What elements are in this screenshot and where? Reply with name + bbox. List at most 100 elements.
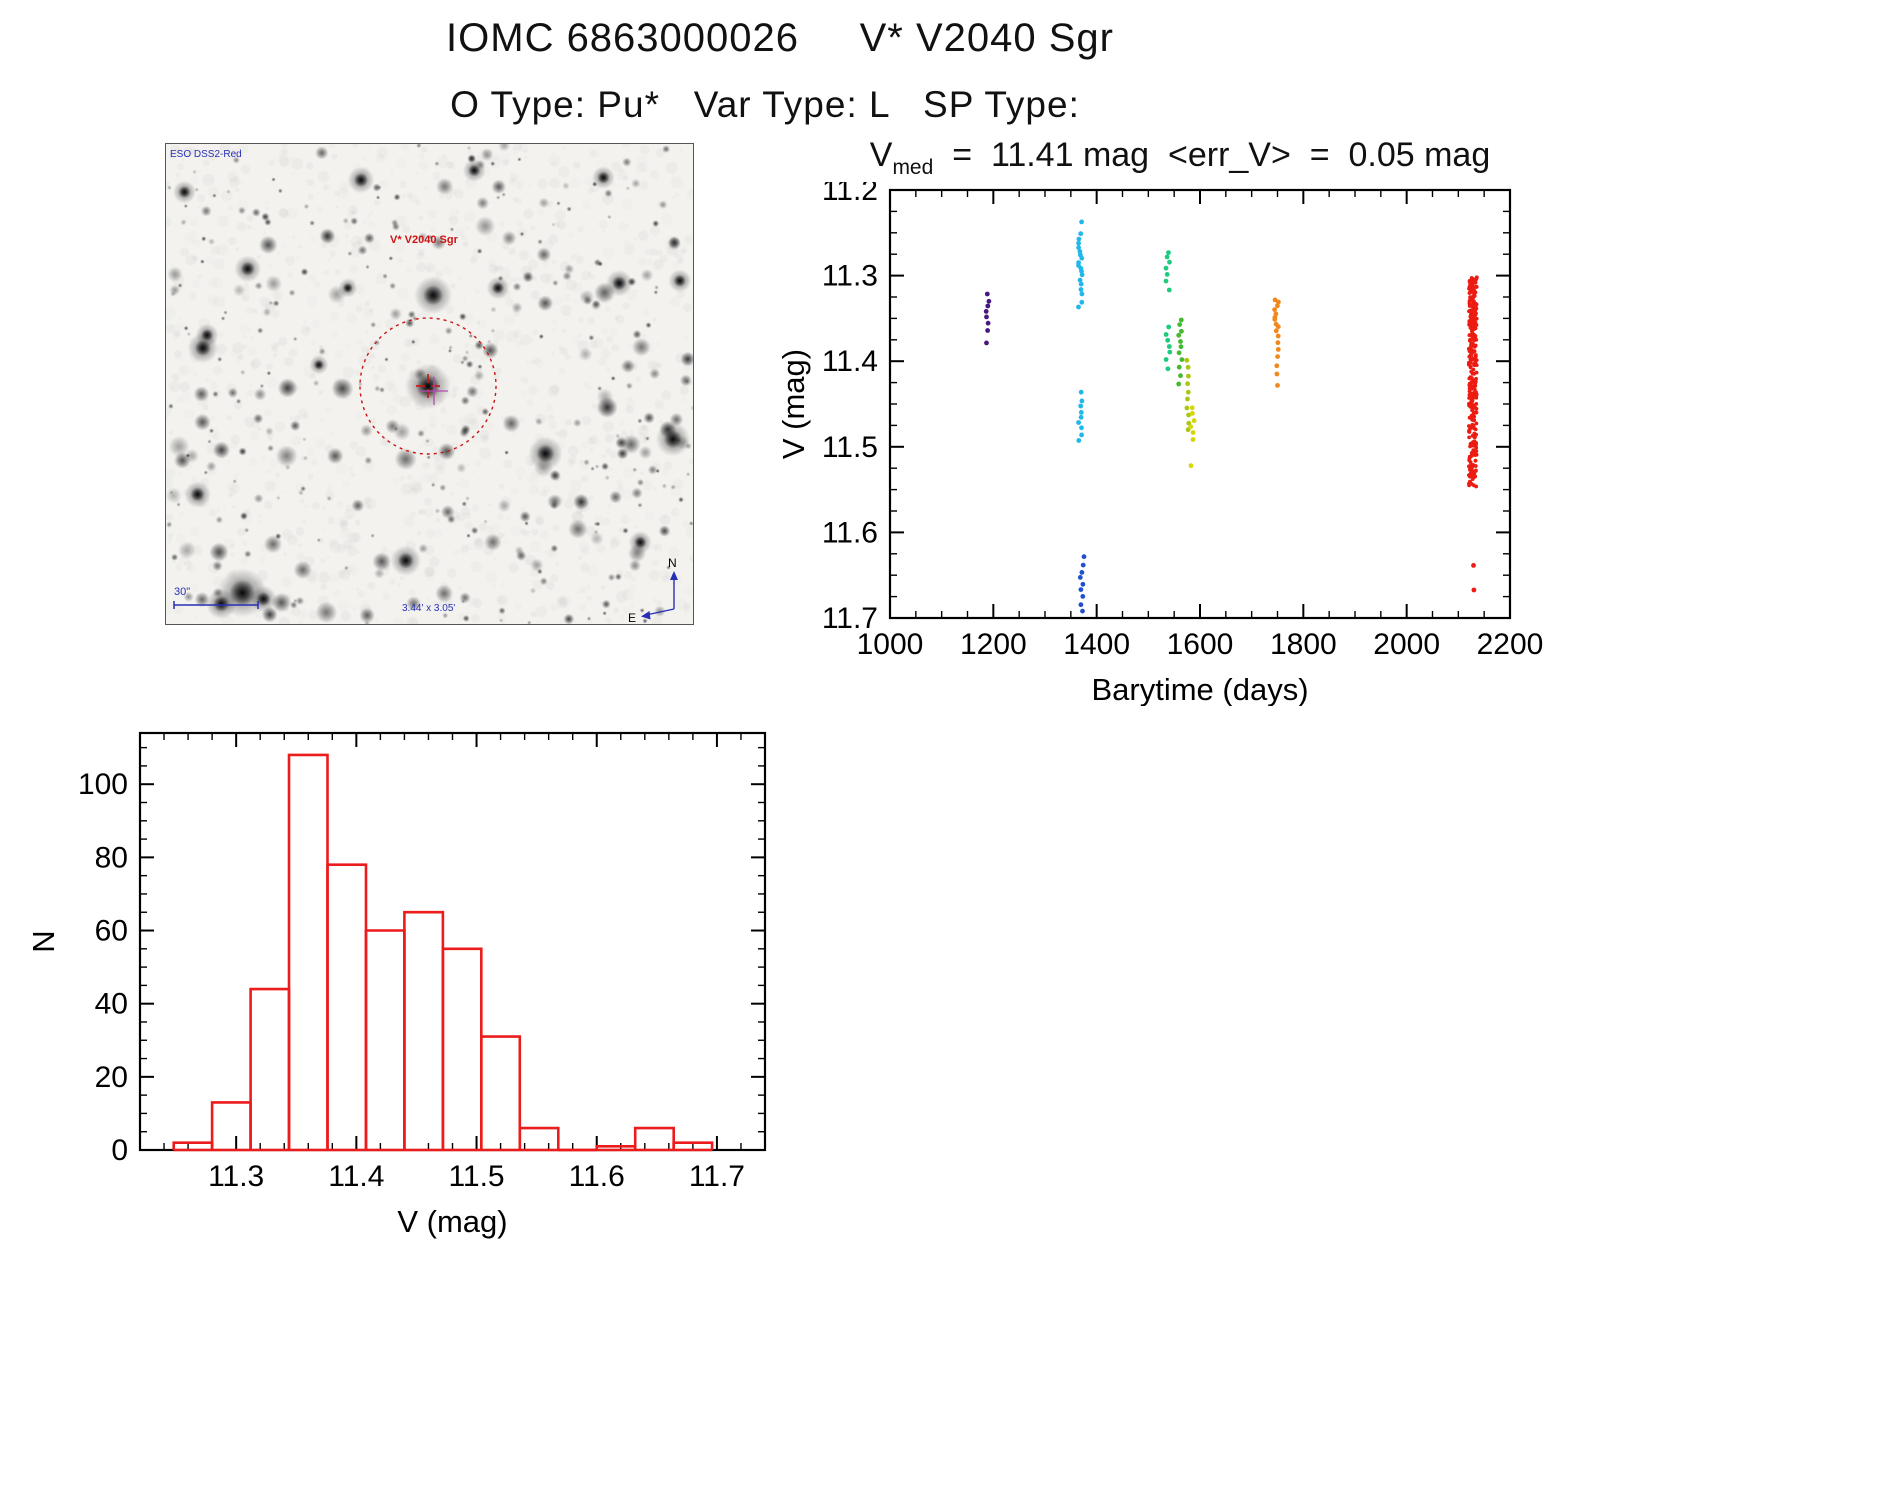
starfield-canvas <box>166 144 693 624</box>
data-point <box>1179 328 1184 334</box>
data-point <box>1467 376 1472 381</box>
data-point <box>1470 386 1475 391</box>
y-tick-label: 11.2 <box>822 182 878 207</box>
data-point <box>984 314 989 320</box>
data-point <box>1472 475 1476 480</box>
x-tick-label: 11.5 <box>448 1160 504 1193</box>
y-tick-label: 11.7 <box>822 602 878 635</box>
data-point <box>1467 435 1471 440</box>
x-tick-label: 2200 <box>1477 628 1544 661</box>
data-point <box>1468 314 1473 319</box>
data-point <box>1471 350 1475 354</box>
histogram-bar <box>326 863 368 1150</box>
data-point <box>1080 562 1086 568</box>
histogram-bar <box>480 1035 522 1150</box>
histogram-panel: 11.3 11.4 11.5 11.6 11.7 0 20 40 60 80 100 V (mag) N <box>10 722 820 1294</box>
data-point <box>1272 307 1277 312</box>
data-point <box>1471 367 1476 372</box>
data-point <box>1185 396 1190 402</box>
data-point <box>1176 350 1182 356</box>
x-tick-label: 11.3 <box>208 1160 264 1193</box>
field-of-view-label: 3.44' x 3.05' <box>402 603 456 614</box>
data-point <box>1474 392 1479 397</box>
data-point <box>1275 303 1280 309</box>
data-point <box>1166 324 1172 330</box>
data-point <box>1469 276 1474 280</box>
data-point <box>1079 219 1084 225</box>
data-point <box>1471 300 1475 305</box>
data-point <box>1166 250 1171 255</box>
data-point <box>1078 602 1084 608</box>
data-point <box>1190 430 1196 435</box>
y-tick-label: 11.3 <box>822 260 878 293</box>
data-point <box>1076 240 1081 246</box>
x-tick-label: 11.4 <box>328 1160 384 1193</box>
data-point <box>1165 337 1171 343</box>
data-point <box>985 320 991 326</box>
data-point <box>1467 456 1472 461</box>
lightcurve-title: Vmed = 11.41 mag <err_V> = 0.05 mag <box>840 136 1520 180</box>
data-point <box>984 340 989 346</box>
data-point <box>1078 414 1084 420</box>
data-point <box>985 328 990 333</box>
data-point <box>1469 462 1474 467</box>
y-tick-label: 20 <box>95 1061 128 1094</box>
vmed-prefix: V <box>869 136 893 174</box>
data-point <box>1275 347 1281 352</box>
data-point <box>1273 311 1279 317</box>
data-point <box>1474 442 1478 447</box>
data-point <box>1076 420 1081 425</box>
histogram-bar <box>403 910 445 1150</box>
plot-frame <box>888 188 1512 620</box>
data-point <box>1470 433 1475 438</box>
data-point <box>1188 424 1194 430</box>
data-point <box>1467 362 1472 367</box>
data-point <box>1078 410 1084 415</box>
data-point <box>1164 254 1170 260</box>
survey-label: ESO DSS2-Red <box>170 149 242 160</box>
y-tick-label: 80 <box>95 841 128 874</box>
data-point <box>1276 299 1281 305</box>
data-point <box>1472 344 1477 349</box>
data-point <box>1469 280 1473 284</box>
data-point <box>1076 304 1081 310</box>
data-point <box>1470 468 1474 472</box>
data-point <box>1472 294 1477 298</box>
data-point <box>1467 291 1472 295</box>
data-point <box>1186 420 1192 426</box>
data-point <box>1079 425 1084 431</box>
data-point <box>1472 394 1477 399</box>
page-subtitle: O Type: Pu* Var Type: L SP Type: <box>450 84 1080 125</box>
data-point <box>1471 425 1476 429</box>
data-point <box>1474 449 1479 453</box>
data-point <box>1471 403 1476 407</box>
data-point <box>1474 484 1479 489</box>
data-point <box>1076 438 1082 443</box>
data-point <box>1078 231 1084 237</box>
plot-frame <box>138 731 767 1152</box>
x-tick-label: 11.7 <box>689 1160 745 1193</box>
data-point <box>1079 272 1085 278</box>
data-point <box>1473 458 1478 463</box>
histogram-bar <box>287 753 329 1150</box>
page-title: IOMC 6863000026 V* V2040 Sgr <box>446 16 1114 60</box>
x-tick-label: 1000 <box>857 628 924 661</box>
data-point <box>1275 340 1281 346</box>
data-point <box>1167 349 1173 355</box>
data-point <box>1470 408 1474 413</box>
data-point <box>1472 414 1477 419</box>
data-point <box>1468 441 1473 446</box>
x-tick-label: 1600 <box>1167 628 1234 661</box>
data-point <box>1163 332 1169 337</box>
data-point <box>1469 399 1474 403</box>
data-point <box>1079 299 1085 305</box>
data-point <box>1473 379 1478 384</box>
vmed-subscript: med <box>892 155 934 179</box>
data-point <box>1473 285 1477 289</box>
data-point <box>1178 344 1184 350</box>
y-tick-label: 40 <box>95 988 128 1021</box>
data-point <box>1470 356 1475 361</box>
data-point <box>1471 418 1476 423</box>
data-point <box>1178 339 1183 344</box>
